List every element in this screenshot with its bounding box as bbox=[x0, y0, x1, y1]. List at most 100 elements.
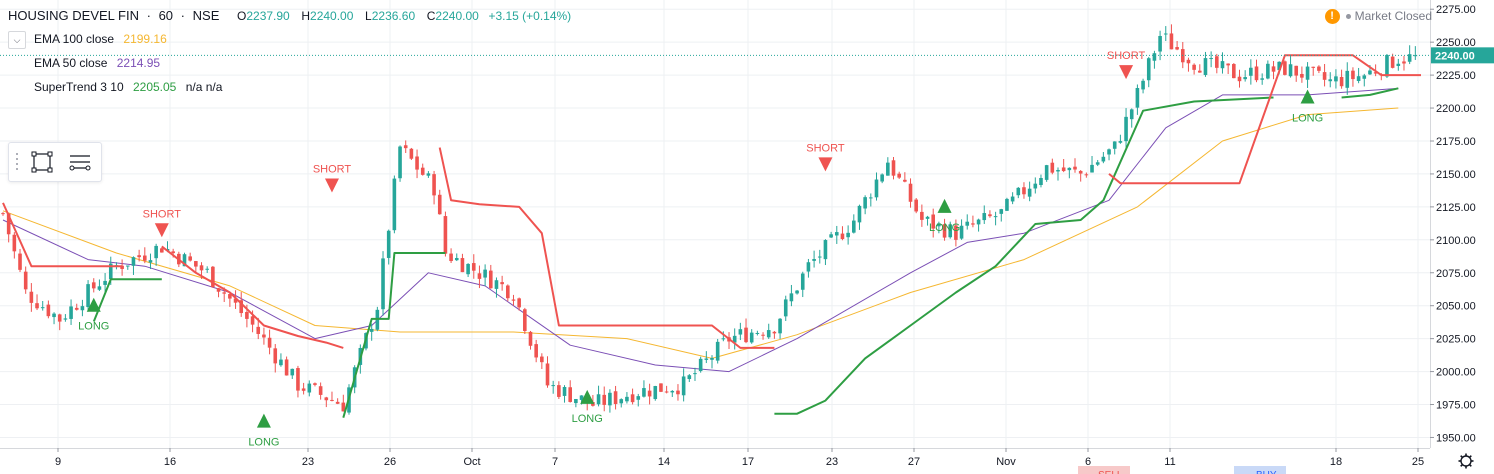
candle-body bbox=[1322, 72, 1327, 80]
candle-body bbox=[228, 294, 232, 299]
candle-body bbox=[1266, 63, 1270, 79]
candle-body bbox=[386, 230, 391, 258]
candle-body bbox=[852, 220, 856, 233]
price-axis[interactable]: 2275.00 2250.00 2225.00 2200.00 2175.00 2150.… bbox=[1430, 0, 1494, 474]
candle-body bbox=[829, 234, 833, 238]
short-arrow-icon bbox=[324, 178, 339, 193]
price-tick-label: 2150.00 bbox=[1436, 169, 1476, 181]
candle-body bbox=[783, 299, 788, 317]
candle-body bbox=[908, 183, 913, 202]
candle-body bbox=[1356, 76, 1361, 82]
candle-body bbox=[437, 194, 442, 215]
candle-body bbox=[1271, 66, 1276, 72]
candle-body bbox=[1050, 162, 1055, 173]
candle-body bbox=[160, 248, 164, 253]
market-status[interactable]: ! Market Closed bbox=[1324, 9, 1432, 25]
signal-markers: LONG SHORT LONG SHORT LONG SHORT LONG SHORT LONG bbox=[78, 50, 1323, 448]
candle-body bbox=[46, 304, 51, 317]
price-tick-label: 2050.00 bbox=[1436, 301, 1476, 313]
candle-body bbox=[143, 255, 147, 261]
indicator-name: EMA 50 close bbox=[34, 56, 108, 70]
indicator-name: SuperTrend 3 10 bbox=[34, 80, 124, 94]
candle-body bbox=[1027, 188, 1032, 197]
symbol-name[interactable]: HOUSING DEVEL FIN bbox=[8, 8, 139, 23]
candle-body bbox=[420, 167, 425, 175]
price-tick-label: 2075.00 bbox=[1436, 268, 1476, 280]
supertrend-down-segment bbox=[1108, 54, 1421, 185]
candle-body bbox=[1277, 61, 1281, 71]
candle-body bbox=[625, 396, 629, 402]
horizontal-lines-icon[interactable] bbox=[67, 149, 93, 175]
candle-body bbox=[925, 216, 930, 219]
candle-body bbox=[1237, 76, 1242, 82]
low-label: L bbox=[365, 9, 372, 23]
candle-body bbox=[693, 373, 697, 375]
drag-handle-icon[interactable] bbox=[15, 152, 19, 172]
candle-body bbox=[976, 219, 981, 225]
interval[interactable]: 60 bbox=[158, 8, 174, 23]
candle-body bbox=[568, 387, 572, 402]
candle-body bbox=[1186, 59, 1191, 64]
candle-body bbox=[432, 174, 436, 196]
candle-body bbox=[659, 383, 663, 392]
candle-body bbox=[591, 402, 595, 406]
candle-body bbox=[772, 331, 777, 334]
candle-body bbox=[1362, 75, 1367, 79]
time-tick-label: 17 bbox=[742, 456, 754, 468]
indicator-ema-100[interactable]: EMA 100 close 2199.16 bbox=[34, 32, 167, 46]
candle-body bbox=[69, 306, 73, 319]
candle-body bbox=[120, 265, 124, 269]
gear-tooth bbox=[1460, 455, 1464, 459]
candle-body bbox=[903, 179, 907, 182]
indicator-value: 2214.95 bbox=[116, 56, 161, 70]
candle-body bbox=[403, 145, 408, 149]
candle-body bbox=[954, 225, 958, 240]
candle-body bbox=[1226, 63, 1230, 66]
candle-body bbox=[1112, 141, 1117, 149]
candle-body bbox=[1215, 56, 1219, 68]
candle-body bbox=[1169, 33, 1174, 50]
candle-body bbox=[647, 390, 652, 397]
candle-body bbox=[1044, 165, 1049, 180]
candle-body bbox=[523, 309, 527, 331]
candle-body bbox=[222, 292, 227, 294]
chevron-down-icon: ⌵ bbox=[13, 35, 21, 45]
long-arrow-icon bbox=[580, 389, 595, 404]
collapse-indicators-button[interactable]: ⌵ bbox=[8, 31, 26, 49]
price-tick-label: 2200.00 bbox=[1436, 103, 1476, 115]
long-arrow-icon bbox=[1300, 89, 1315, 104]
candle-body bbox=[857, 205, 862, 223]
indicator-name: EMA 100 close bbox=[34, 32, 115, 46]
gear-icon[interactable] bbox=[1458, 453, 1474, 469]
price-tick-label: 2250.00 bbox=[1436, 37, 1476, 49]
candle-body bbox=[1345, 70, 1350, 88]
candle-body bbox=[959, 225, 964, 239]
candle-body bbox=[874, 179, 879, 198]
candle-body bbox=[1339, 76, 1344, 87]
candle-body bbox=[1317, 66, 1321, 71]
rectangle-icon[interactable] bbox=[29, 149, 55, 175]
status-dot bbox=[1345, 14, 1351, 20]
candle-body bbox=[579, 395, 584, 400]
candle-body bbox=[755, 332, 760, 334]
candle-body bbox=[812, 259, 816, 261]
candle-body bbox=[562, 386, 567, 396]
change-value: +3.15 (+0.14%) bbox=[488, 9, 572, 23]
candle-body bbox=[335, 401, 340, 404]
indicator-ema-50[interactable]: EMA 50 close 2214.95 bbox=[34, 56, 160, 70]
time-axis[interactable]: 9 16 23 26 Oct 7 14 17 23 27 Nov 6 11 18 25 SELL BUY bbox=[0, 448, 1494, 474]
candle-body bbox=[267, 337, 272, 348]
candle-body bbox=[840, 233, 845, 240]
candle-body bbox=[1124, 116, 1128, 142]
candle-body bbox=[57, 314, 62, 322]
candle-body bbox=[188, 256, 192, 261]
indicator-supertrend[interactable]: SuperTrend 3 10 2205.05 n/a n/a bbox=[34, 80, 222, 94]
ema-100-line bbox=[2, 107, 1399, 359]
candle-body bbox=[454, 257, 459, 261]
candle-body bbox=[1407, 54, 1412, 62]
candle-body bbox=[1328, 79, 1333, 82]
candle-body bbox=[766, 330, 771, 338]
candle-body bbox=[23, 271, 28, 290]
short-signal-label: SHORT bbox=[1107, 50, 1146, 62]
